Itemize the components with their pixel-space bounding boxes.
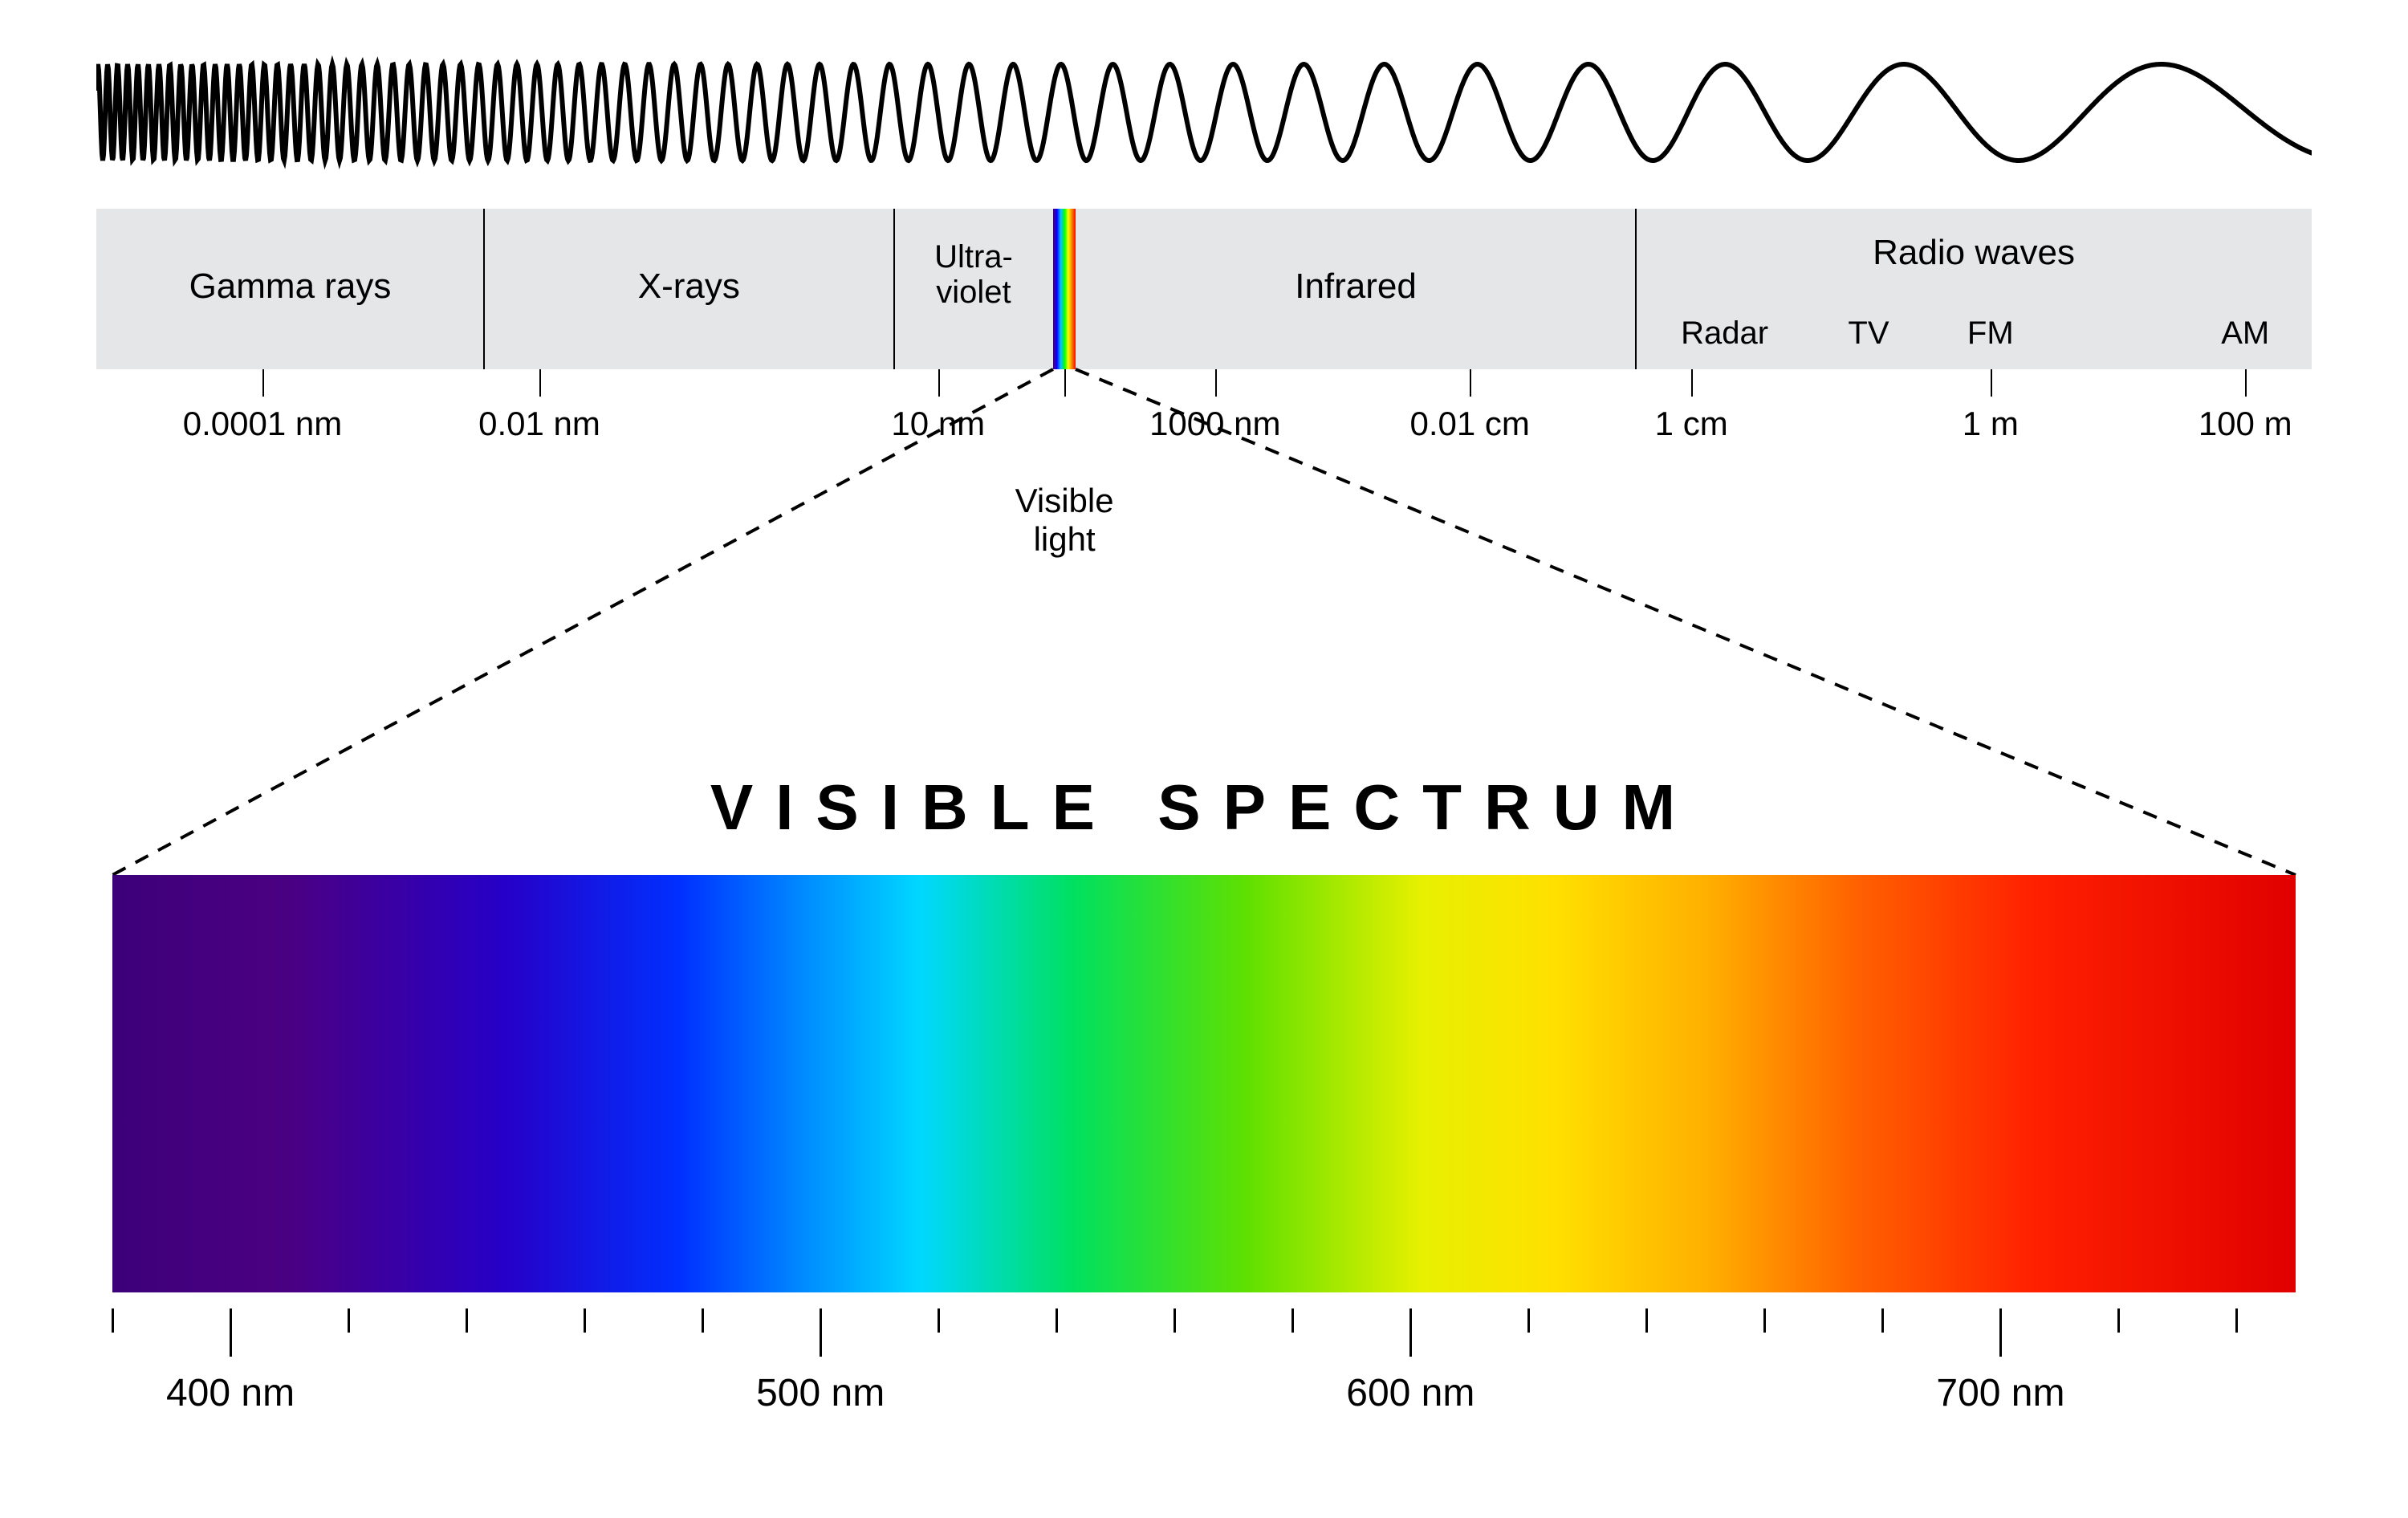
em-scale-label: 0.01 cm (1409, 405, 1529, 443)
vs-minor-tick (1763, 1308, 1766, 1333)
vs-minor-tick (1881, 1308, 1884, 1333)
vs-minor-tick (1056, 1308, 1058, 1333)
em-scale-tick (2245, 369, 2247, 397)
em-scale-tick (262, 369, 264, 397)
vs-tick-label: 700 nm (1936, 1371, 2064, 1415)
em-region-label: Radio waves (1636, 233, 2312, 273)
vs-major-tick (820, 1308, 822, 1357)
vs-minor-tick (1173, 1308, 1176, 1333)
visible-label-line: light (1015, 520, 1114, 559)
spectrum-diagram: Gamma raysX-raysUltra-violet InfraredRadi… (0, 0, 2408, 1518)
visible-spectrum-strip (112, 875, 2296, 1292)
visible-spectrum-axis: 400 nm 500 nm 600 nm 700 nm (112, 1308, 2296, 1437)
vs-minor-tick (938, 1308, 940, 1333)
vs-major-tick (1409, 1308, 1412, 1357)
em-scale-tick (1215, 369, 1217, 397)
vs-major-tick (230, 1308, 232, 1357)
em-scale-label: 0.01 nm (478, 405, 600, 443)
em-region-label: Gamma rays (96, 267, 484, 307)
vs-minor-tick (2235, 1308, 2238, 1333)
vs-tick-label: 500 nm (756, 1371, 885, 1415)
em-scale-label: 1 m (1963, 405, 2019, 443)
vs-major-tick (1999, 1308, 2002, 1357)
vs-minor-tick (1527, 1308, 1530, 1333)
radio-sublabel: TV (1848, 315, 1889, 352)
em-scale-tick (938, 369, 940, 397)
vs-tick-label: 600 nm (1346, 1371, 1474, 1415)
em-scale-label: 10 nm (891, 405, 985, 443)
em-scale-tick (1991, 369, 1992, 397)
em-region-ultraviolet: Ultra-violet (894, 209, 1054, 369)
em-band-bar: Gamma raysX-raysUltra-violet InfraredRadi… (96, 209, 2312, 369)
em-region-label: X-rays (484, 267, 894, 307)
em-scale-tick (539, 369, 541, 397)
vs-minor-tick (702, 1308, 704, 1333)
vs-minor-tick (466, 1308, 468, 1333)
visible-label-line: Visible (1015, 482, 1114, 520)
radio-sublabel: AM (2221, 315, 2269, 352)
vs-minor-tick (112, 1308, 114, 1333)
visible-spectrum-title: VISIBLE SPECTRUM (0, 771, 2408, 844)
em-region-xray: X-rays (484, 209, 894, 369)
em-region-radio: Radio waves Radar TV FM AM (1636, 209, 2312, 369)
em-region-label: Ultra-violet (894, 239, 1054, 310)
em-scale-tick (1064, 369, 1066, 397)
em-scale-label: 0.0001 nm (183, 405, 342, 443)
em-region-visible (1053, 209, 1076, 369)
radio-sublabel: Radar (1681, 315, 1768, 352)
em-scale-label: 1 cm (1655, 405, 1728, 443)
vs-tick-label: 400 nm (166, 1371, 295, 1415)
em-region-label: Infrared (1076, 267, 1636, 307)
em-scale-label: 1000 nm (1149, 405, 1280, 443)
em-scale-tick (1470, 369, 1471, 397)
vs-minor-tick (1645, 1308, 1648, 1333)
vs-minor-tick (2117, 1308, 2120, 1333)
em-region-infrared: Infrared (1076, 209, 1636, 369)
visible-light-label: Visiblelight (1015, 482, 1114, 560)
vs-minor-tick (1291, 1308, 1294, 1333)
em-scale-label: 100 m (2199, 405, 2292, 443)
em-scale-tick (1691, 369, 1693, 397)
wave-illustration (96, 48, 2312, 177)
em-region-gamma: Gamma rays (96, 209, 484, 369)
em-scale: 0.0001 nm 0.01 nm 10 nm 1000 nm 0.01 cm 1 cm 1… (96, 369, 2312, 450)
radio-sublabel: FM (1967, 315, 2014, 352)
vs-minor-tick (584, 1308, 586, 1333)
vs-minor-tick (348, 1308, 350, 1333)
